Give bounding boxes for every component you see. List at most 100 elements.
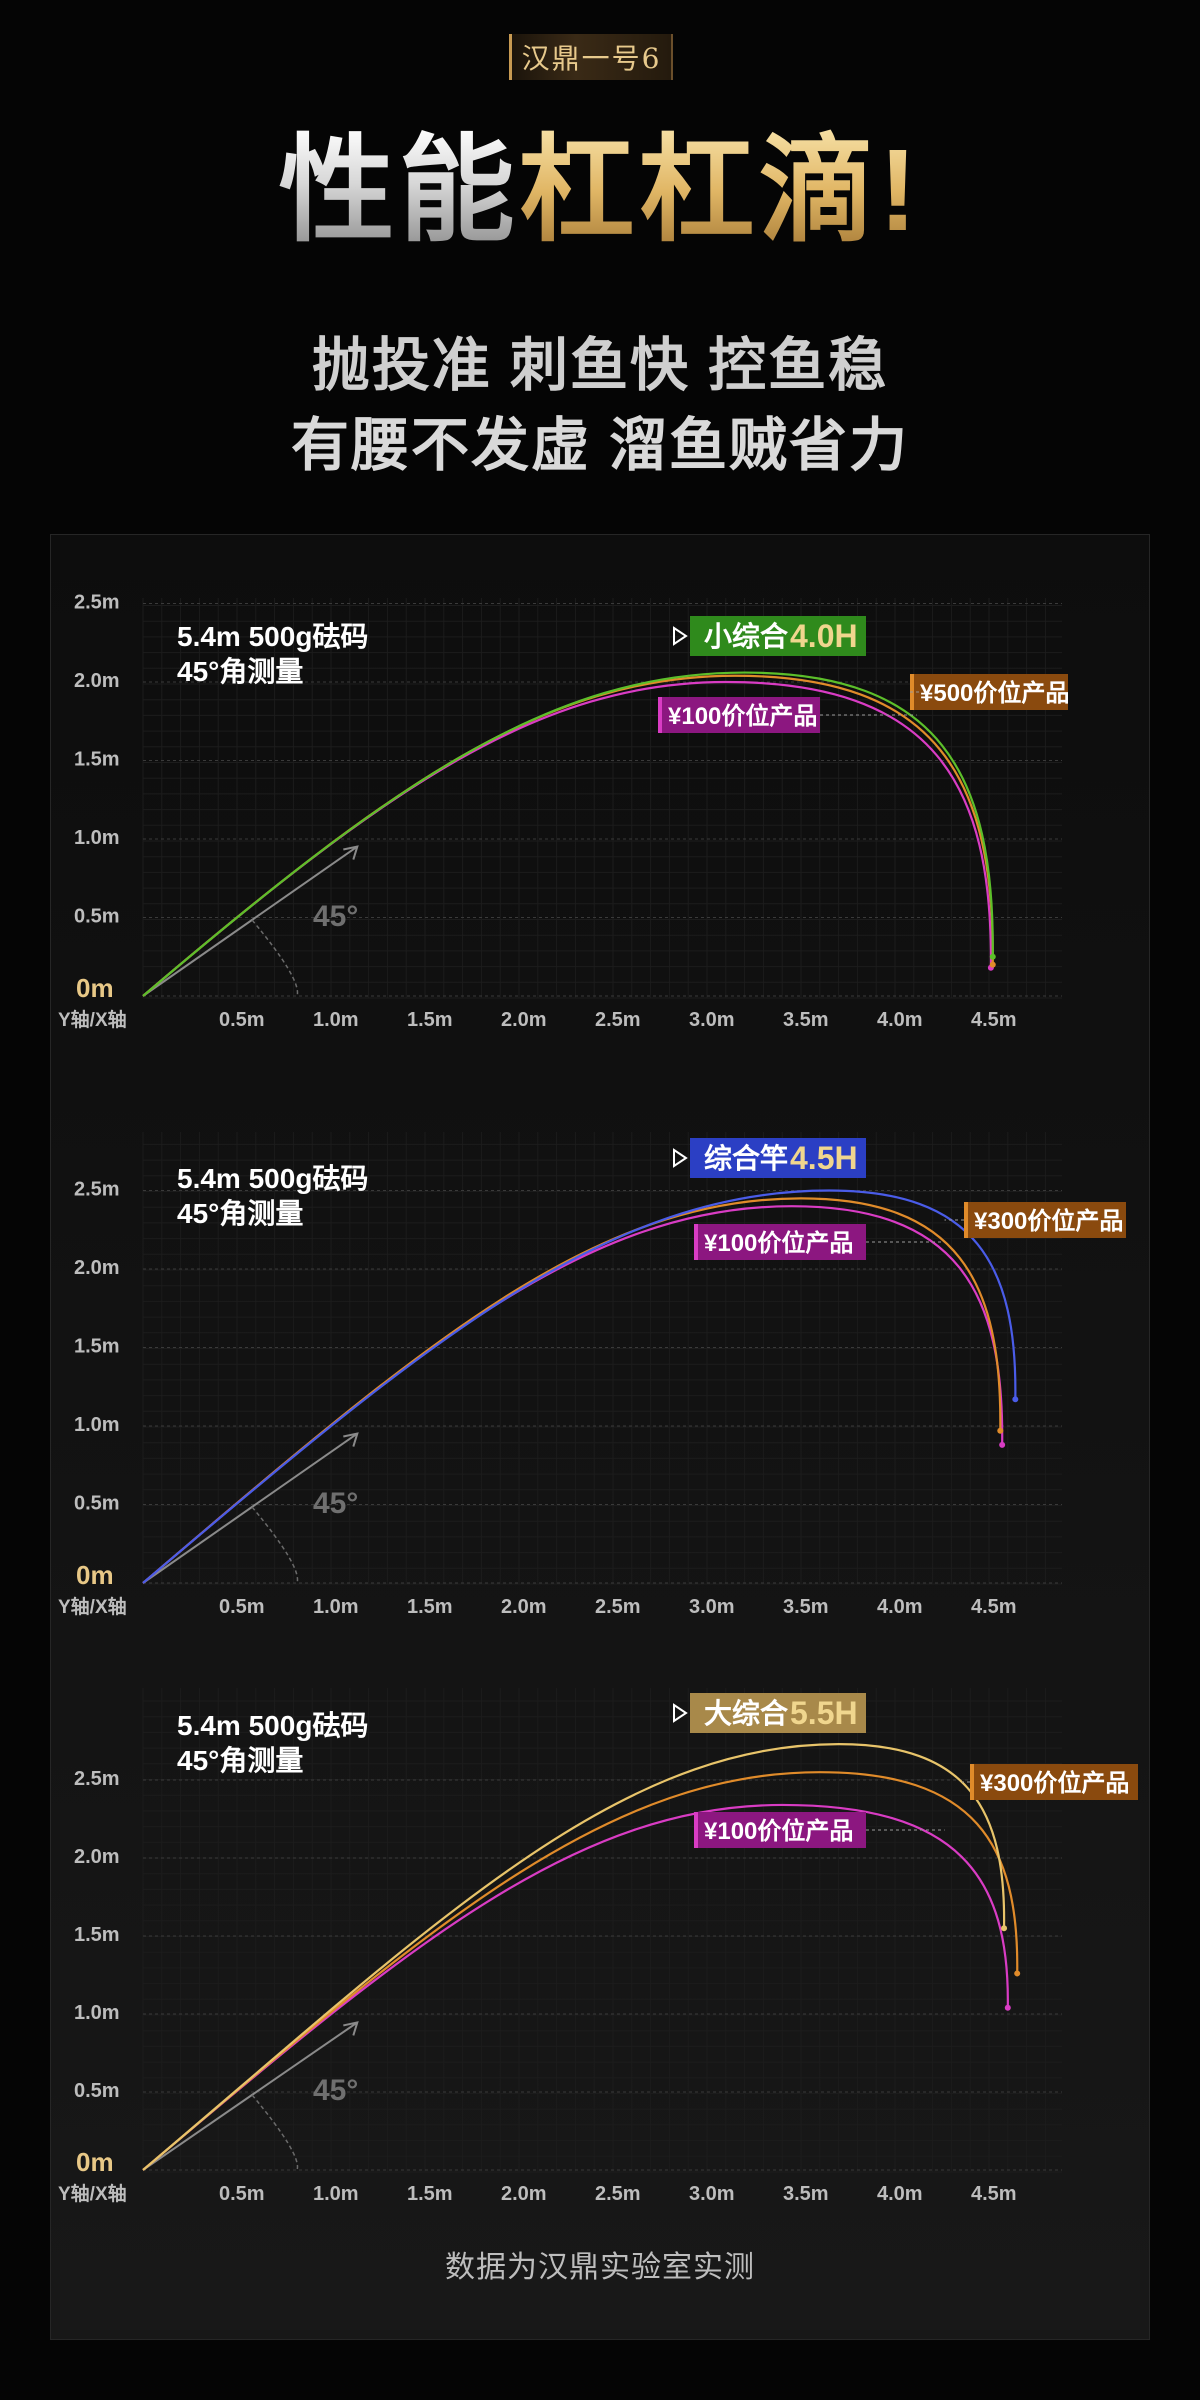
angle-arrow-line: [142, 2021, 358, 2171]
price-label-background: [970, 1764, 1138, 1800]
x-tick-label: 3.5m: [783, 1009, 829, 1031]
y-tick-label: 1.0m: [74, 2002, 120, 2024]
price-label: ¥100价位产品: [694, 1812, 945, 1848]
x-tick-label: 4.0m: [877, 1009, 923, 1031]
subtitle-line1: 抛投准 刺鱼快 控鱼稳: [311, 333, 889, 398]
angle-arc: [251, 919, 299, 997]
x-tick-label: 2.5m: [595, 1596, 641, 1618]
x-tick-label: 4.0m: [877, 2183, 923, 2205]
price-label: ¥100价位产品: [694, 1224, 944, 1260]
y-tick-label: 2.0m: [74, 1846, 120, 1868]
tag-value: 4.0H: [790, 618, 858, 654]
chart-grid: [142, 1688, 1062, 2173]
x-tick-label: 1.5m: [407, 1596, 453, 1618]
y-tick-label: 2.0m: [74, 670, 120, 692]
x-tick-label: 0.5m: [219, 2183, 265, 2205]
tag-play-icon: [673, 626, 688, 646]
price-label-text: ¥300价位产品: [974, 1207, 1123, 1235]
price-label: ¥300价位产品: [961, 1764, 1138, 1800]
series-line: [142, 1197, 1002, 1584]
tag-play-icon: [673, 1703, 688, 1723]
price-label-accent: [964, 1202, 968, 1238]
price-label-background: [694, 1224, 866, 1260]
price-label-accent: [694, 1224, 698, 1260]
annotation-line1: 5.4m 500g砝码: [177, 1710, 368, 1741]
chart-2: 0m 0.5m 1.0m 1.5m 2.0m 2.5m 0.5m 1.0m 1.5m 2.0m 2.…: [58, 1132, 1126, 1618]
angle-arrow-head: [343, 2021, 359, 2036]
x-tick-label: 1.5m: [407, 1009, 453, 1031]
angle-arrow-line: [142, 1432, 358, 1584]
tag-value: 4.5H: [790, 1140, 858, 1176]
y-tick-label: 1.0m: [74, 827, 120, 849]
model-tag: 大综合 5.5H: [673, 1693, 866, 1733]
x-tick-label: 1.5m: [407, 2183, 453, 2205]
series-line: [142, 1189, 1017, 1584]
footnote: 数据为汉鼎实验室实测: [445, 2251, 755, 2284]
series-line: [142, 1205, 1004, 1584]
axis-corner-label: Y轴/X轴: [58, 2182, 127, 2205]
series-end-point: [989, 953, 996, 960]
x-tick-label: 4.5m: [971, 2183, 1017, 2205]
chart-grid: [142, 598, 1062, 999]
x-tick-label: 1.0m: [313, 1596, 359, 1618]
angle-arc: [251, 1506, 299, 1584]
y-tick-label: 1.0m: [74, 1414, 120, 1436]
chart-3: 0m 0.5m 1.0m 1.5m 2.0m 2.5m 0.5m 1.0m 1.5m 2.0m 2.…: [58, 1688, 1138, 2205]
series-end-point: [1004, 2004, 1011, 2011]
series-end-point: [1012, 1396, 1019, 1403]
x-tick-label: 3.5m: [783, 1596, 829, 1618]
headline: 性能杠杠滴!: [0, 132, 1200, 248]
x-tick-label: 3.0m: [689, 2183, 735, 2205]
angle-arrow-line: [142, 845, 358, 997]
model-tag: 综合竿 4.5H: [673, 1138, 866, 1178]
angle-label: 45°: [313, 1487, 358, 1520]
x-tick-label: 0.5m: [219, 1009, 265, 1031]
series-end-point: [997, 1427, 1004, 1434]
series-line: [142, 674, 994, 997]
y-tick-label: 2.5m: [74, 1768, 120, 1790]
y-tick-label: 2.5m: [74, 1179, 120, 1201]
tag-prefix: 大综合: [704, 1697, 789, 1729]
price-label-text: ¥500价位产品: [920, 679, 1069, 707]
x-tick-label: 2.0m: [501, 1596, 547, 1618]
price-label-text: ¥100价位产品: [704, 1817, 853, 1845]
price-label: ¥500价位产品: [910, 674, 1069, 710]
series-end-point: [999, 1441, 1006, 1448]
x-tick-label: 3.0m: [689, 1009, 735, 1031]
axis-corner-label: Y轴/X轴: [58, 1008, 127, 1031]
price-label-accent: [694, 1812, 698, 1848]
tag-value: 5.5H: [790, 1695, 858, 1731]
price-label: ¥100价位产品: [658, 697, 917, 733]
series-line: [142, 1803, 1009, 2171]
price-label: ¥300价位产品: [944, 1202, 1126, 1238]
tag-background: [690, 616, 866, 656]
angle-label: 45°: [313, 2074, 358, 2107]
annotation-line1: 5.4m 500g砝码: [177, 621, 368, 652]
angle-arc: [251, 2094, 299, 2171]
y-tick-label: 0.5m: [74, 1493, 120, 1515]
y-tick-label: 2.5m: [74, 592, 120, 614]
x-tick-label: 4.0m: [877, 1596, 923, 1618]
charts-panel: [50, 534, 1150, 2340]
angle-label: 45°: [313, 900, 358, 933]
annotation-line2: 45°角测量: [177, 1744, 303, 1776]
annotation-line2: 45°角测量: [177, 1197, 303, 1229]
tag-prefix: 小综合: [704, 620, 789, 652]
angle-arrow-head: [343, 845, 359, 860]
x-tick-label: 2.0m: [501, 1009, 547, 1031]
subtitle-line2: 有腰不发虚 溜鱼贼省力: [290, 413, 910, 478]
x-tick-label: 2.5m: [595, 1009, 641, 1031]
annotation-line1: 5.4m 500g砝码: [177, 1163, 368, 1194]
series-line: [142, 1743, 1006, 2171]
price-label-background: [694, 1812, 866, 1848]
model-tag: 小综合 4.0H: [673, 616, 866, 656]
x-tick-label: 0.5m: [219, 1596, 265, 1618]
y-tick-label: 1.5m: [74, 749, 120, 771]
chart-grid: [142, 1132, 1062, 1585]
axis-corner-label: Y轴/X轴: [58, 1595, 127, 1618]
headline-part1: 性能: [278, 125, 519, 255]
price-label-background: [964, 1202, 1126, 1238]
price-label-text: ¥100价位产品: [704, 1229, 853, 1257]
